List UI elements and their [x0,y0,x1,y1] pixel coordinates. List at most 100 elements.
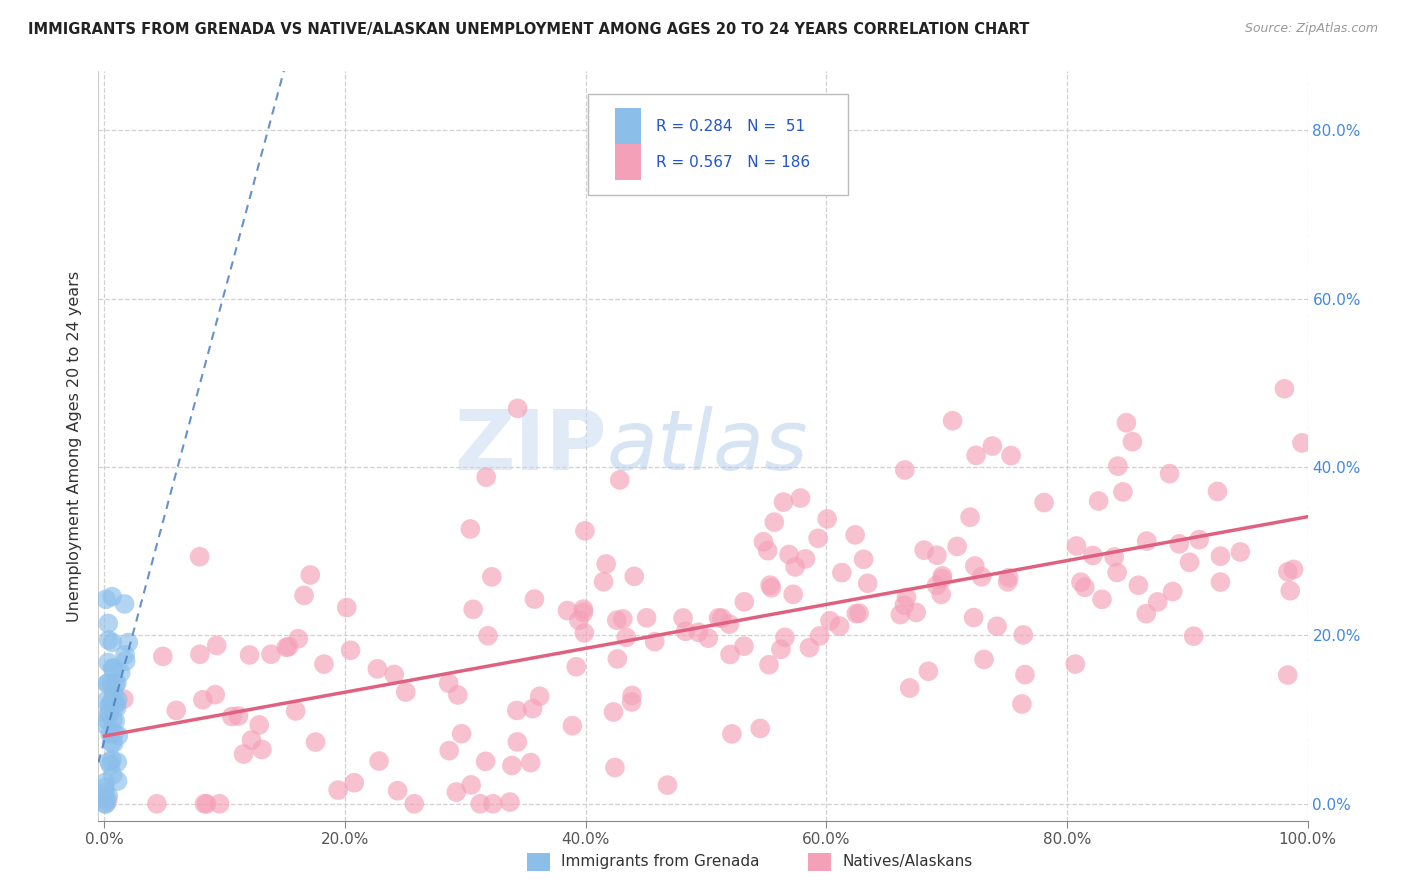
Point [606,613,628,627]
Point [387,783,409,797]
Point [959,510,981,524]
Point [239,648,262,662]
Point [896,591,918,605]
Point [1229,545,1251,559]
FancyBboxPatch shape [588,94,848,195]
Point [893,598,915,612]
Point [284,704,307,718]
Point [657,778,679,792]
Point [931,572,953,586]
Point [477,629,499,643]
Point [368,754,391,768]
Point [614,631,637,645]
Point [1070,575,1092,590]
Point [1279,583,1302,598]
Point [191,693,214,707]
Point [97,632,120,647]
Point [1146,595,1168,609]
Point [946,540,969,554]
Point [101,753,124,767]
Point [1206,484,1229,499]
Point [929,587,952,601]
Point [1291,436,1313,450]
Text: atlas: atlas [606,406,808,486]
Point [962,610,984,624]
Point [942,414,965,428]
Point [789,491,811,505]
Point [277,640,299,654]
Point [101,590,124,604]
Point [506,401,529,416]
Point [1064,657,1087,671]
Point [208,797,231,811]
Point [925,578,948,592]
Point [1081,549,1104,563]
Point [247,718,270,732]
Point [733,595,755,609]
Point [232,747,254,761]
Point [114,654,136,668]
Point [343,776,366,790]
Point [103,725,125,739]
Point [146,797,169,811]
Point [609,473,631,487]
Point [602,705,624,719]
Point [799,640,821,655]
Point [856,576,879,591]
Point [898,681,921,695]
Point [188,647,211,661]
Point [204,688,226,702]
Point [815,512,838,526]
Point [1188,533,1211,547]
Point [152,649,174,664]
Point [1135,607,1157,621]
Point [94,785,117,799]
Y-axis label: Unemployment Among Ages 20 to 24 years: Unemployment Among Ages 20 to 24 years [67,270,83,622]
Point [304,735,326,749]
Point [782,587,804,601]
Point [1033,495,1056,509]
Point [565,660,588,674]
Point [98,755,121,769]
Point [623,569,645,583]
Point [112,692,135,706]
Point [718,617,741,632]
Point [606,652,628,666]
Point [574,524,596,538]
Point [228,709,250,723]
Point [1012,628,1035,642]
Point [97,794,120,808]
Point [104,714,127,728]
Point [1102,549,1125,564]
Point [114,597,136,611]
Point [912,543,935,558]
Point [103,736,125,750]
Point [94,592,117,607]
Point [460,778,482,792]
Point [107,774,129,789]
Point [561,719,583,733]
Point [366,662,388,676]
Point [1066,539,1088,553]
Point [1112,485,1135,500]
Point [101,713,124,727]
Point [94,694,117,708]
Point [595,557,617,571]
Point [260,647,283,661]
Point [965,448,987,462]
Point [96,677,118,691]
Point [733,639,755,653]
Point [475,470,498,484]
Point [644,634,666,648]
Point [769,642,792,657]
Point [98,706,121,721]
Point [107,693,129,707]
Text: R = 0.284   N =  51: R = 0.284 N = 51 [655,119,806,134]
Point [636,611,658,625]
Point [620,695,643,709]
FancyBboxPatch shape [614,144,641,180]
Point [474,755,496,769]
Point [1274,382,1296,396]
Point [104,698,127,713]
Point [193,797,215,811]
